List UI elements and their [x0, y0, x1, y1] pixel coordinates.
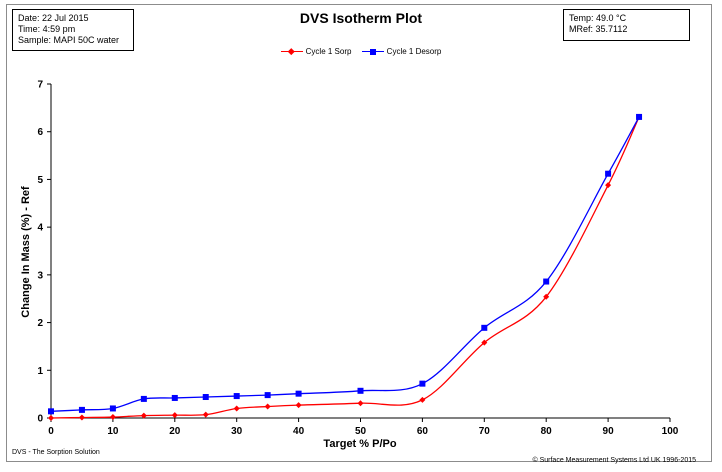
data-point-diamond: [140, 412, 147, 419]
data-point-square: [419, 380, 426, 387]
x-tick-label: 40: [293, 426, 305, 437]
data-point-diamond: [78, 414, 85, 421]
y-tick-label: 5: [37, 175, 43, 186]
info-date: Date: 22 Jul 2015: [18, 13, 89, 23]
sample-info-box: Date: 22 Jul 2015 Time: 4:59 pm Sample: …: [12, 9, 134, 51]
y-axis-label: Change In Mass (%) - Ref: [20, 186, 32, 318]
info-temp: Temp: 49.0 °C: [569, 13, 627, 23]
data-point-square: [202, 394, 209, 401]
data-point-square: [605, 170, 612, 177]
chart-title: DVS Isotherm Plot: [299, 10, 423, 26]
reference-info-box: Temp: 49.0 °C MRef: 35.7112: [563, 9, 690, 41]
chart-frame: [6, 4, 712, 462]
x-tick-label: 100: [662, 426, 679, 437]
data-point-diamond: [233, 405, 240, 412]
data-point-square: [48, 408, 54, 415]
data-point-diamond: [419, 396, 426, 403]
x-tick-label: 50: [355, 426, 367, 437]
footer-copyright: © Surface Measurement Systems Ltd UK 199…: [532, 457, 696, 464]
x-axis-label: Target % P/Po: [323, 438, 396, 450]
legend-label-sorp: Cycle 1 Sorp: [305, 47, 352, 56]
legend-swatch-sorp: [280, 48, 303, 56]
data-point-diamond: [48, 415, 54, 421]
series-desorp: [48, 113, 643, 415]
data-point-square: [357, 387, 364, 394]
legend-item-sorp: Cycle 1 Sorp: [280, 47, 352, 56]
legend-swatch-desorp: [361, 48, 384, 56]
y-tick-label: 1: [37, 366, 43, 377]
x-tick-label: 90: [603, 426, 615, 437]
data-point-square: [295, 390, 302, 397]
data-point-diamond: [295, 402, 302, 409]
legend-label-desorp: Cycle 1 Desorp: [386, 47, 442, 56]
info-time: Time: 4:59 pm: [18, 24, 76, 34]
data-point-diamond: [357, 400, 364, 407]
data-point-square: [78, 406, 85, 413]
data-point-diamond: [481, 339, 488, 346]
x-tick-label: 20: [169, 426, 181, 437]
data-point-square: [109, 405, 116, 412]
x-tick-label: 70: [479, 426, 491, 437]
y-tick-label: 2: [37, 318, 43, 329]
legend-item-desorp: Cycle 1 Desorp: [361, 47, 442, 56]
y-tick-label: 7: [37, 80, 43, 91]
data-point-diamond: [202, 411, 209, 418]
y-tick-label: 3: [37, 270, 43, 281]
plot-series: [48, 113, 643, 421]
data-point-square: [543, 278, 550, 285]
data-point-diamond: [264, 403, 271, 410]
data-point-diamond: [109, 414, 116, 421]
y-tick-label: 6: [37, 127, 43, 138]
x-tick-label: 10: [107, 426, 119, 437]
x-tick-label: 0: [48, 426, 54, 437]
data-point-diamond: [171, 412, 178, 419]
series-sorp: [48, 113, 643, 421]
chart-legend: Cycle 1 Sorp Cycle 1 Desorp: [0, 47, 722, 58]
data-point-square: [171, 394, 178, 401]
x-tick-label: 80: [541, 426, 553, 437]
y-tick-label: 4: [37, 223, 43, 234]
x-tick-label: 30: [231, 426, 243, 437]
series-line: [50, 116, 640, 419]
x-tick-label: 60: [417, 426, 429, 437]
footer-tagline: DVS - The Sorption Solution: [12, 449, 100, 456]
y-tick-label: 0: [37, 414, 43, 425]
info-sample: Sample: MAPI 50C water: [18, 35, 120, 45]
plot-axes: 0 10 20 30 40 50 60 70 80 90 100 0 1 2 3 4 5 6 7: [37, 80, 678, 438]
data-point-diamond: [605, 182, 612, 189]
data-point-square: [233, 393, 240, 400]
data-point-square: [140, 395, 147, 402]
data-point-square: [481, 324, 488, 331]
data-point-square: [636, 113, 643, 120]
series-line: [50, 116, 640, 412]
info-mref: MRef: 35.7112: [569, 24, 628, 34]
data-point-square: [264, 392, 271, 399]
data-point-diamond: [543, 293, 550, 300]
